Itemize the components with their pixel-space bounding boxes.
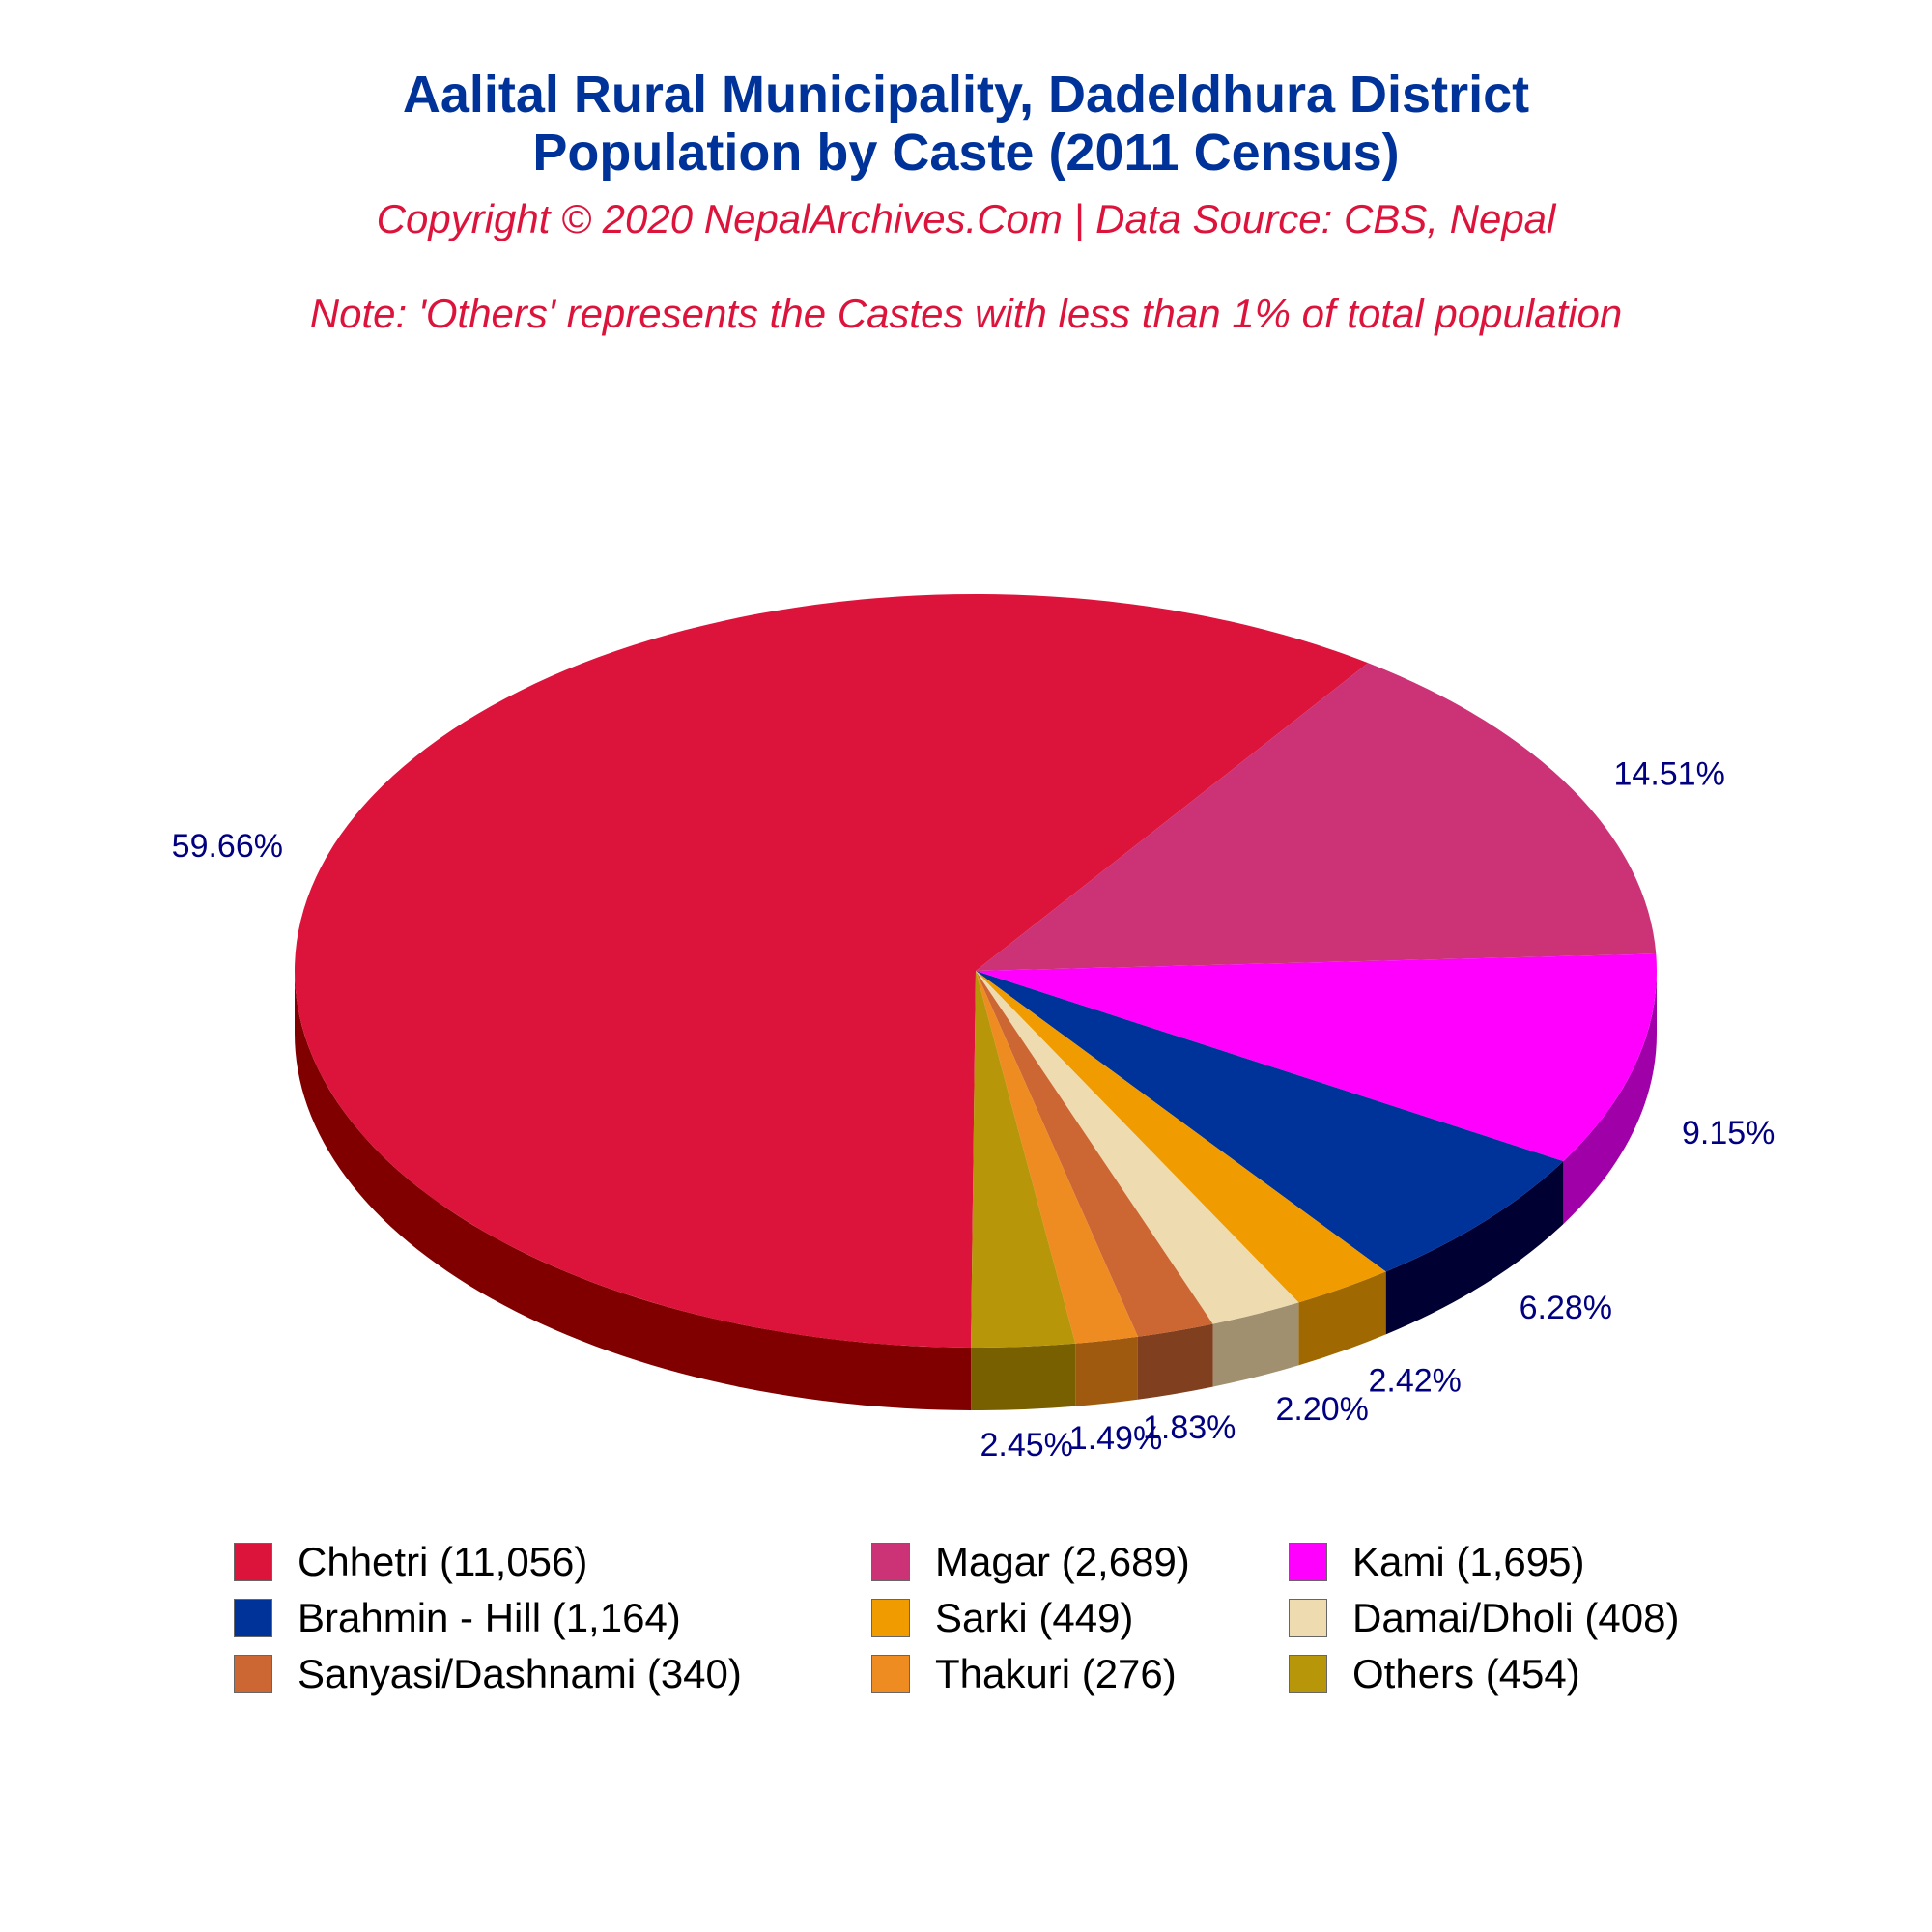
legend-label: Thakuri (276) — [935, 1651, 1177, 1696]
pie-percent-label: 14.51% — [1614, 755, 1725, 792]
legend-label: Magar (2,689) — [935, 1539, 1190, 1584]
note-text: Note: 'Others' represents the Castes wit… — [309, 291, 1623, 336]
legend-item-thakuri: Thakuri (276) — [871, 1649, 1177, 1699]
legend-swatch — [871, 1543, 910, 1581]
legend-swatch — [234, 1599, 272, 1637]
legend-label: Damai/Dholi (408) — [1352, 1595, 1680, 1640]
pie-slice-chhetri — [295, 594, 1369, 1348]
pie-side-kami — [1563, 971, 1657, 1225]
pie-percent-label: 6.28% — [1520, 1290, 1612, 1326]
legend-label: Others (454) — [1352, 1651, 1580, 1696]
pie-slice-damai-dholi — [976, 971, 1299, 1324]
legend-label: Chhetri (11,056) — [298, 1539, 588, 1584]
pie-percent-label: 2.45% — [980, 1427, 1072, 1463]
legend-item-sanyasi-dashnami: Sanyasi/Dashnami (340) — [234, 1649, 742, 1699]
pie-slice-magar — [976, 663, 1657, 971]
legend-label: Sarki (449) — [935, 1595, 1134, 1640]
pie-slice-sanyasi-dashnami — [976, 971, 1213, 1337]
legend-item-kami: Kami (1,695) — [1289, 1537, 1584, 1587]
pie-side-chhetri — [295, 971, 972, 1410]
legend-item-chhetri: Chhetri (11,056) — [234, 1537, 587, 1587]
legend-swatch — [1289, 1599, 1327, 1637]
legend-swatch — [1289, 1543, 1327, 1581]
pie-side-sarki — [1298, 1271, 1386, 1366]
pie-side-damai-dholi — [1212, 1302, 1299, 1387]
pie-side-sanyasi-dashnami — [1137, 1323, 1213, 1400]
pie-slice-sarki — [976, 971, 1386, 1303]
pie-percent-label: 2.20% — [1276, 1391, 1369, 1428]
legend-item-others: Others (454) — [1289, 1649, 1580, 1699]
pie-percent-label: 59.66% — [172, 828, 283, 865]
legend-swatch — [234, 1543, 272, 1581]
legend-item-sarki: Sarki (449) — [871, 1593, 1133, 1643]
legend-label: Sanyasi/Dashnami (340) — [298, 1651, 742, 1696]
legend-item-brahmin-hill: Brahmin - Hill (1,164) — [234, 1593, 681, 1643]
chart-title-line2: Population by Caste (2011 Census) — [532, 124, 1400, 182]
legend-swatch — [871, 1655, 910, 1693]
pie-slice-brahmin-hill — [976, 971, 1564, 1272]
pie-percent-label: 1.83% — [1143, 1409, 1236, 1446]
pie-side-others — [971, 1343, 1076, 1410]
pie-percent-label: 1.49% — [1069, 1420, 1162, 1457]
legend-swatch — [234, 1655, 272, 1693]
pie-label-layer: 59.66% 14.51% 9.15% 6.28% 2.42%2.20% 1.83%1.4… — [172, 755, 1776, 1463]
legend-item-damai-dholi: Damai/Dholi (408) — [1289, 1593, 1679, 1643]
pie-percent-label: 9.15% — [1682, 1115, 1775, 1151]
legend-swatch — [1289, 1655, 1327, 1693]
pie-slice-others — [971, 971, 1076, 1348]
pie-slice-thakuri — [976, 971, 1138, 1344]
copyright-text: Copyright © 2020 NepalArchives.Com | Dat… — [376, 196, 1556, 242]
legend-item-magar: Magar (2,689) — [871, 1537, 1190, 1587]
pie-side-layer — [295, 971, 1657, 1410]
pie-slice-kami — [976, 953, 1658, 1162]
legend-swatch — [871, 1599, 910, 1637]
legend-label: Brahmin - Hill (1,164) — [298, 1595, 681, 1640]
legend-label: Kami (1,695) — [1352, 1539, 1585, 1584]
pie-side-thakuri — [1075, 1336, 1138, 1406]
chart-title-line1: Aalital Rural Municipality, Dadeldhura D… — [402, 66, 1530, 124]
pie-top-layer — [295, 594, 1658, 1348]
pie-percent-label: 2.42% — [1369, 1363, 1462, 1400]
pie-side-brahmin-hill — [1385, 1161, 1564, 1335]
